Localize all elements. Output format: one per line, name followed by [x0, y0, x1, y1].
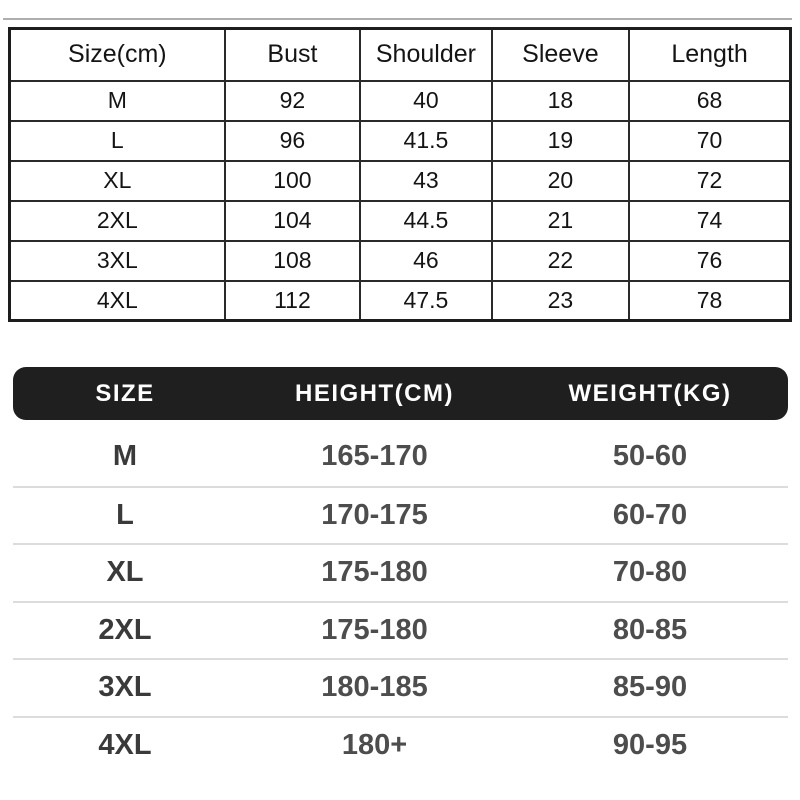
cell-bust: 104: [223, 199, 362, 242]
table-row: L 96 41.5 19 70: [8, 119, 792, 162]
column-header-length: Length: [628, 27, 792, 82]
table-row: 3XL 108 46 22 76: [8, 239, 792, 282]
cell-sleeve: 21: [490, 199, 631, 242]
cell-sleeve: 23: [490, 279, 631, 322]
cell-length: 74: [628, 199, 792, 242]
cell-length: 70: [628, 119, 792, 162]
cell-size: XL: [8, 159, 226, 202]
fit-row: L 170-175 60-70: [13, 485, 788, 544]
cell-sleeve: 18: [490, 79, 631, 122]
cell-shoulder: 47.5: [359, 279, 493, 322]
cell-shoulder: 44.5: [359, 199, 493, 242]
fit-table-body: M 165-170 50-60 L 170-175 60-70 XL 175-1…: [13, 428, 788, 773]
fit-height: 180+: [341, 728, 408, 761]
fit-size: 3XL: [98, 671, 152, 704]
cell-shoulder: 41.5: [359, 119, 493, 162]
cell-sleeve: 20: [490, 159, 631, 202]
cell-bust: 92: [223, 79, 362, 122]
fit-header-height: HEIGHT(CM): [295, 379, 454, 407]
column-header-size: Size(cm): [8, 27, 226, 82]
fit-row: XL 175-180 70-80: [13, 543, 788, 601]
cell-size: 2XL: [8, 199, 226, 242]
fit-height: 165-170: [321, 440, 428, 473]
cell-bust: 108: [223, 239, 362, 282]
cell-bust: 100: [223, 159, 362, 202]
cell-size: M: [8, 79, 226, 122]
fit-size: 2XL: [98, 613, 152, 646]
cell-length: 78: [628, 279, 792, 322]
fit-weight: 50-60: [612, 440, 688, 473]
fit-row: 2XL 175-180 80-85: [13, 600, 788, 659]
fit-height: 175-180: [321, 613, 428, 646]
cell-sleeve: 19: [490, 119, 631, 162]
fit-weight: 60-70: [612, 498, 688, 531]
measurement-table: Size(cm) Bust Shoulder Sleeve Length M 9…: [8, 27, 792, 322]
cell-length: 76: [628, 239, 792, 282]
fit-weight: 90-95: [612, 728, 688, 761]
fit-row: 4XL 180+ 90-95: [13, 715, 788, 774]
measurement-header-row: Size(cm) Bust Shoulder Sleeve Length: [8, 27, 792, 82]
table-row: XL 100 43 20 72: [8, 159, 792, 202]
cell-size: L: [8, 119, 226, 162]
fit-row: M 165-170 50-60: [13, 428, 788, 486]
cell-size: 3XL: [8, 239, 226, 282]
table-row: 2XL 104 44.5 21 74: [8, 199, 792, 242]
fit-size: L: [116, 498, 134, 531]
cell-length: 68: [628, 79, 792, 122]
cell-bust: 96: [223, 119, 362, 162]
fit-weight: 85-90: [612, 671, 688, 704]
cell-length: 72: [628, 159, 792, 202]
fit-weight: 70-80: [612, 556, 688, 589]
fit-weight: 80-85: [612, 613, 688, 646]
cell-shoulder: 46: [359, 239, 493, 282]
fit-header-size: SIZE: [95, 379, 155, 407]
fit-table-header-bar: SIZE HEIGHT(CM) WEIGHT(KG): [13, 367, 788, 420]
cell-shoulder: 43: [359, 159, 493, 202]
fit-size: M: [112, 440, 138, 473]
fit-size: 4XL: [98, 728, 152, 761]
fit-height: 175-180: [321, 556, 428, 589]
fit-header-weight: WEIGHT(KG): [568, 379, 732, 407]
cell-size: 4XL: [8, 279, 226, 322]
fit-height: 180-185: [321, 671, 428, 704]
top-divider-line: [3, 18, 792, 20]
table-row: 4XL 112 47.5 23 78: [8, 279, 792, 322]
cell-sleeve: 22: [490, 239, 631, 282]
column-header-bust: Bust: [223, 27, 362, 82]
cell-shoulder: 40: [359, 79, 493, 122]
fit-size: XL: [106, 556, 144, 589]
cell-bust: 112: [223, 279, 362, 322]
fit-row: 3XL 180-185 85-90: [13, 658, 788, 716]
column-header-shoulder: Shoulder: [359, 27, 493, 82]
column-header-sleeve: Sleeve: [490, 27, 631, 82]
table-row: M 92 40 18 68: [8, 79, 792, 122]
fit-height: 170-175: [321, 498, 428, 531]
